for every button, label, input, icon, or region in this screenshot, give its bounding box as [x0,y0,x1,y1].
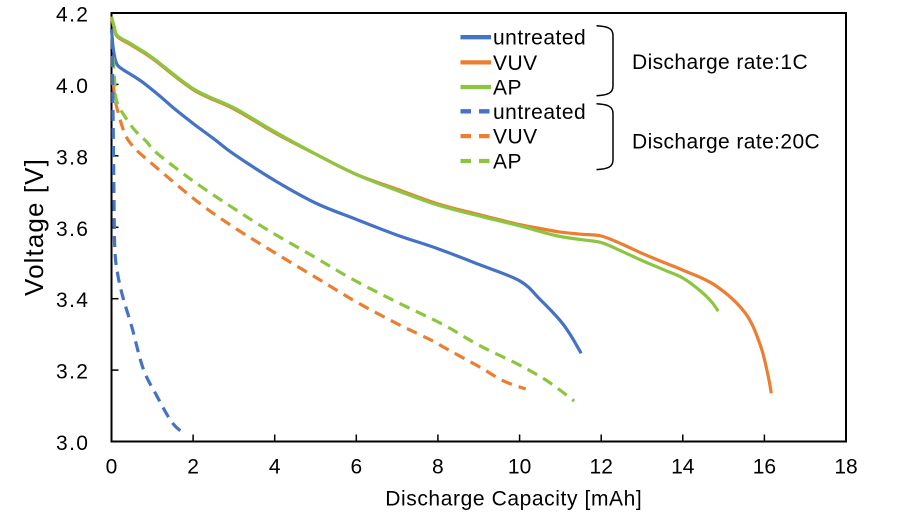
svg-text:16: 16 [753,456,776,479]
svg-text:untreated: untreated [493,101,586,124]
svg-text:AP: AP [493,151,522,174]
svg-text:0: 0 [106,456,118,479]
svg-text:10: 10 [508,456,531,479]
svg-text:3.6: 3.6 [56,218,89,241]
svg-text:3.2: 3.2 [56,361,89,384]
svg-text:3.4: 3.4 [56,289,89,312]
svg-text:Discharge rate:20C: Discharge rate:20C [632,131,820,154]
svg-text:8: 8 [432,456,444,479]
svg-text:6: 6 [350,456,362,479]
svg-text:untreated: untreated [493,27,586,50]
svg-text:4.2: 4.2 [56,4,89,27]
svg-text:4: 4 [269,456,281,479]
svg-text:VUV: VUV [493,126,538,149]
svg-text:14: 14 [671,456,695,479]
svg-text:Voltage [V]: Voltage [V] [19,158,49,296]
svg-text:18: 18 [834,456,857,479]
svg-text:3.8: 3.8 [56,146,89,169]
svg-text:12: 12 [590,456,613,479]
svg-text:4.0: 4.0 [56,75,89,98]
svg-text:2: 2 [187,456,199,479]
svg-text:Discharge rate:1C: Discharge rate:1C [632,51,808,74]
svg-text:Discharge Capacity [mAh]: Discharge Capacity [mAh] [385,488,642,511]
svg-text:AP: AP [493,77,522,100]
svg-text:VUV: VUV [493,52,538,75]
svg-text:3.0: 3.0 [56,432,89,455]
